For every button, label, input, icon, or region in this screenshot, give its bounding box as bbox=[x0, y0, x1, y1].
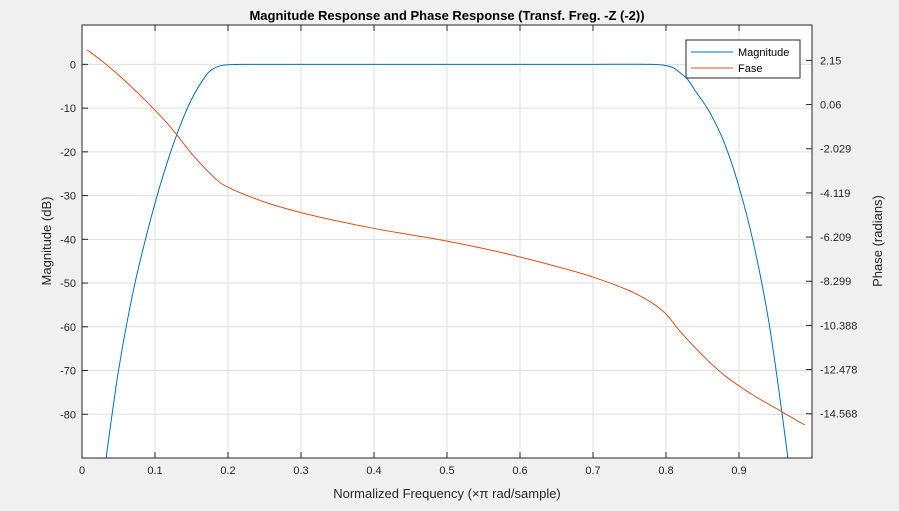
right-y-tick-label: 0.06 bbox=[820, 100, 841, 112]
left-y-tick-label: 0 bbox=[70, 59, 76, 71]
left-y-tick-label: -20 bbox=[60, 147, 76, 159]
right-y-tick-label: -4.119 bbox=[820, 188, 850, 200]
right-y-tick-label: -2.029 bbox=[820, 144, 851, 156]
x-tick-label: 0.8 bbox=[658, 465, 673, 477]
x-axis-ticks: 0 0.1 0.2 0.3 0.4 0.5 0.6 0.7 0.8 0.9 bbox=[79, 25, 747, 477]
x-tick-label: 0.7 bbox=[585, 465, 600, 477]
left-y-tick-label: -30 bbox=[60, 191, 76, 203]
right-y-tick-label: -10.388 bbox=[820, 320, 857, 332]
left-y-tick-label: -10 bbox=[60, 103, 76, 115]
x-tick-label: 0.3 bbox=[293, 465, 308, 477]
x-tick-label: 0.4 bbox=[366, 465, 381, 477]
right-y-tick-label: -14.568 bbox=[820, 409, 857, 421]
legend-fase-label: Fase bbox=[738, 63, 762, 75]
x-tick-label: 0.6 bbox=[512, 465, 527, 477]
right-y-tick-label: -6.209 bbox=[820, 232, 851, 244]
series-layer bbox=[86, 49, 805, 458]
x-tick-label: 0.9 bbox=[731, 465, 746, 477]
left-y-tick-label: -80 bbox=[60, 409, 76, 421]
x-tick-label: 0 bbox=[79, 465, 85, 477]
legend[interactable]: Magnitude Fase bbox=[685, 39, 801, 79]
left-y-tick-label: -70 bbox=[60, 366, 76, 378]
left-y-tick-label: -50 bbox=[60, 278, 76, 290]
left-y-axis-ticks: 0 -10 -20 -30 -40 -50 -60 -70 -80 bbox=[60, 59, 88, 421]
right-y-tick-label: 2.15 bbox=[820, 55, 841, 67]
legend-magnitude-label: Magnitude bbox=[738, 47, 789, 59]
x-tick-label: 0.2 bbox=[220, 465, 235, 477]
x-axis-label: Normalized Frequency (×π rad/sample) bbox=[333, 486, 561, 501]
series-line-magnitude bbox=[105, 63, 789, 458]
left-y-tick-label: -40 bbox=[60, 234, 76, 246]
right-y-tick-label: -8.299 bbox=[820, 276, 851, 288]
x-tick-label: 0.1 bbox=[147, 465, 162, 477]
right-y-tick-label: -12.478 bbox=[820, 365, 857, 377]
left-y-tick-label: -60 bbox=[60, 322, 76, 334]
right-y-axis-label: Phase (radians) bbox=[870, 195, 885, 287]
left-y-axis-label: Magnitude (dB) bbox=[39, 197, 54, 286]
chart-title: Magnitude Response and Phase Response (T… bbox=[249, 8, 644, 23]
legend-box bbox=[685, 39, 801, 79]
series-line-fase bbox=[86, 49, 805, 426]
right-y-axis-ticks: 2.15 0.06 -2.029 -4.119 -6.209 -8.299 -10.388 -… bbox=[806, 55, 857, 421]
grid-lines bbox=[81, 25, 812, 458]
x-tick-label: 0.5 bbox=[439, 465, 454, 477]
